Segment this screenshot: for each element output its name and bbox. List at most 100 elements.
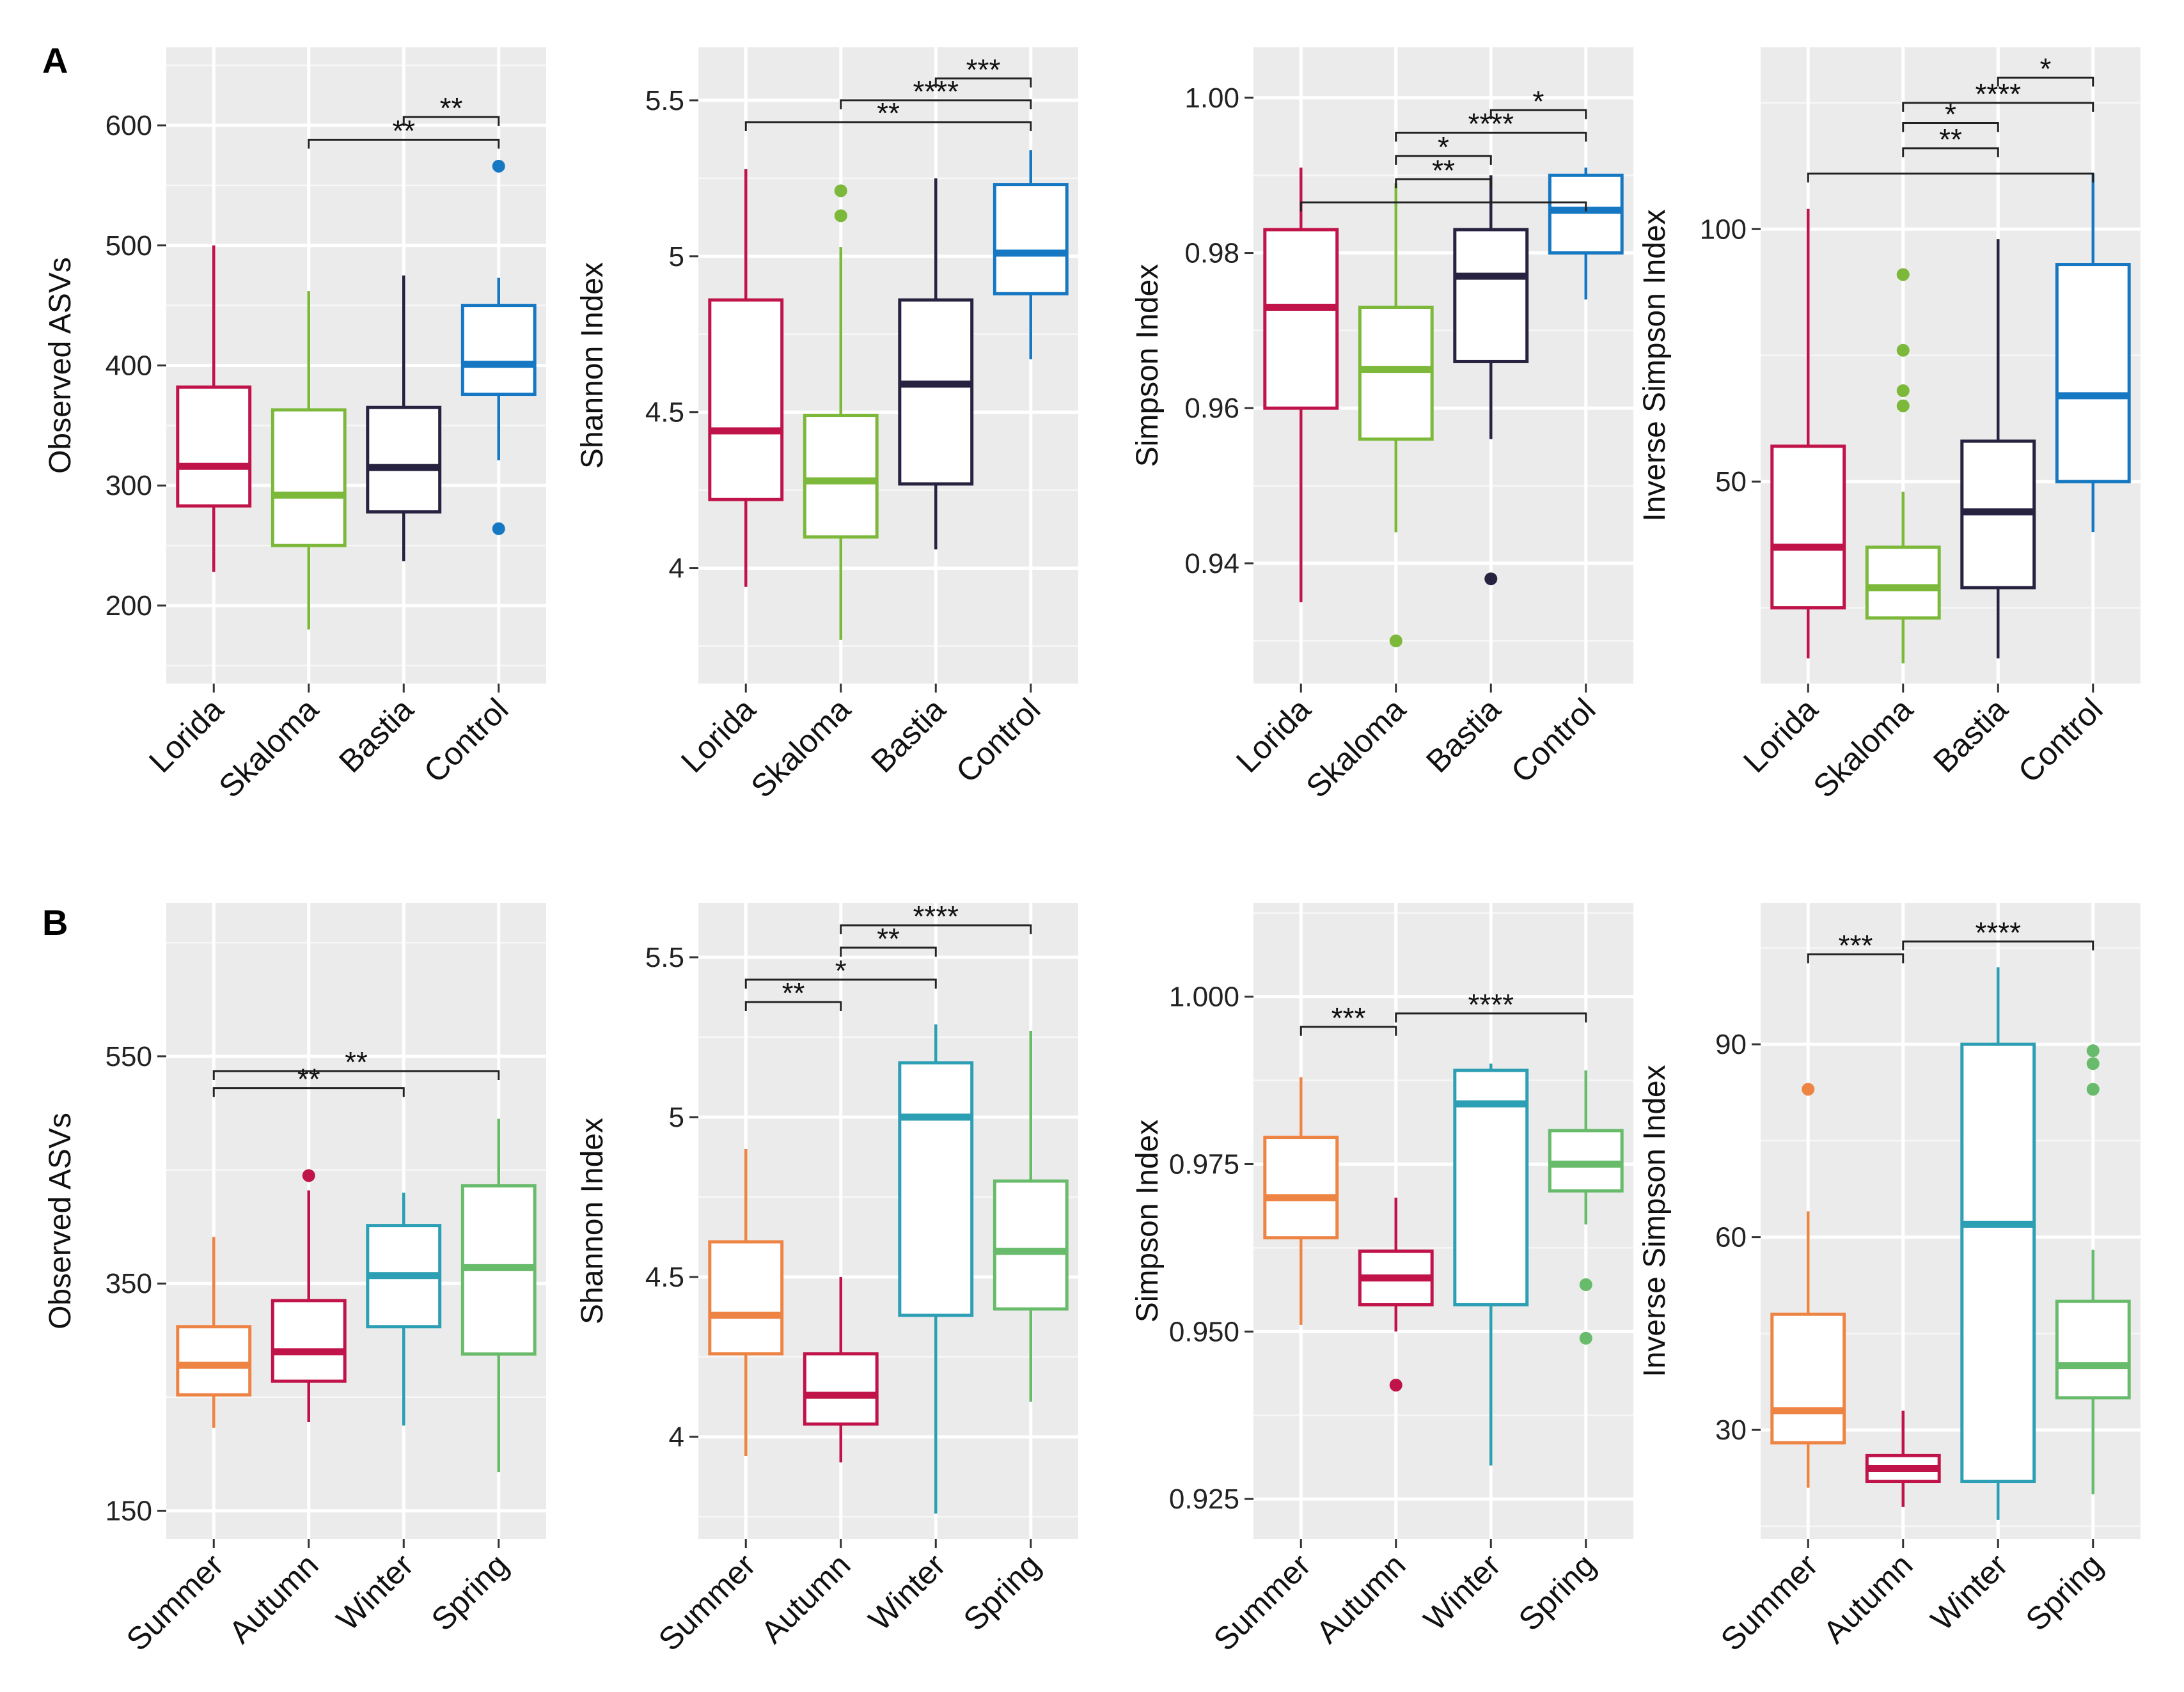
- box-iqr: [176, 385, 252, 508]
- box-autumn: [803, 1277, 879, 1462]
- y-tick-label: 0.98: [1184, 238, 1239, 269]
- outlier-point: [1896, 384, 1910, 397]
- x-tick-label: Bastia: [864, 691, 952, 779]
- x-tick-label: Skaloma: [212, 691, 325, 804]
- y-tick-label: 30: [1715, 1414, 1747, 1446]
- y-tick-label: 200: [106, 590, 152, 622]
- outlier-point: [1389, 1379, 1402, 1392]
- y-tick-label: 4: [669, 1422, 684, 1453]
- y-axis-title: Simpson Index: [1131, 264, 1165, 467]
- box-bastia: [1960, 239, 2036, 659]
- bracket-line: [1395, 1012, 1587, 1022]
- bracket-line: [1902, 121, 1999, 132]
- chart-b-3: 0.925 0.950 0.975 1.000 Simpson Index SummerA…: [1131, 903, 1633, 1657]
- bracket-line: [934, 77, 1032, 88]
- box-summer: [708, 1149, 784, 1456]
- significance-bracket: **: [402, 91, 500, 126]
- significance-bracket: **: [840, 922, 937, 957]
- significance-bracket: *: [1395, 130, 1492, 165]
- box-lorida: [1263, 168, 1339, 602]
- significance-label: ****: [1468, 107, 1514, 140]
- box-control: [2055, 173, 2131, 533]
- significance-bracket: *: [1489, 84, 1587, 120]
- box-iqr: [898, 298, 974, 486]
- box-summer: [176, 1237, 252, 1428]
- box-skaloma: [1865, 268, 1941, 664]
- bracket-line: [840, 946, 937, 957]
- significance-bracket: [1300, 201, 1587, 212]
- y-tick-label: 0.925: [1169, 1484, 1239, 1515]
- significance-label: ***: [1332, 1001, 1366, 1035]
- y-tick-label: 4.5: [645, 1262, 684, 1293]
- box-iqr: [1358, 305, 1434, 441]
- y-tick-label: 5.5: [645, 942, 684, 973]
- y-tick-label: 5: [669, 1102, 684, 1133]
- significance-bracket: ****: [840, 75, 1032, 109]
- box-bastia: [366, 275, 442, 561]
- box-iqr: [2055, 263, 2131, 483]
- y-tick-label: 0.950: [1169, 1316, 1239, 1347]
- x-tick-label: Lorida: [674, 691, 762, 779]
- significance-bracket: ***: [1807, 928, 1905, 964]
- y-axis-title: Observed ASVs: [43, 1113, 77, 1329]
- x-tick-label: Autumn: [1309, 1547, 1412, 1650]
- outlier-point: [302, 1169, 315, 1182]
- box-autumn: [271, 1169, 347, 1422]
- y-tick-label: 400: [106, 350, 152, 382]
- y-tick-label: 100: [1700, 214, 1747, 245]
- box-iqr: [898, 1061, 974, 1317]
- bracket-line: [1300, 1026, 1397, 1036]
- significance-label: *: [1533, 84, 1544, 118]
- x-tick-label: Lorida: [142, 691, 230, 779]
- y-tick-label: 90: [1715, 1029, 1747, 1060]
- box-control: [1548, 168, 1624, 300]
- box-iqr: [1453, 1069, 1529, 1306]
- outlier-point: [2086, 1044, 2100, 1058]
- box-iqr: [1263, 228, 1339, 410]
- significance-label: ****: [913, 900, 959, 933]
- box-iqr: [803, 1352, 879, 1426]
- box-control: [993, 150, 1069, 359]
- x-tick-label: Control: [1504, 691, 1603, 790]
- x-tick-label: Bastia: [332, 691, 420, 779]
- outlier-point: [834, 209, 847, 223]
- y-tick-label: 0.96: [1184, 393, 1239, 424]
- y-tick-label: 550: [106, 1041, 152, 1072]
- significance-label: **: [297, 1063, 320, 1096]
- box-summer: [1263, 1077, 1339, 1325]
- bracket-line: [1395, 131, 1587, 142]
- bracket-line: [402, 116, 500, 126]
- significance-bracket: **: [744, 97, 1032, 132]
- y-tick-label: 600: [106, 110, 152, 141]
- bracket-line: [744, 978, 937, 989]
- box-lorida: [708, 169, 784, 587]
- y-axis-title: Observed ASVs: [43, 257, 77, 474]
- significance-label: **: [392, 114, 415, 148]
- bracket-line: [1807, 172, 2094, 183]
- box-iqr: [1865, 545, 1941, 620]
- box-iqr: [1770, 1312, 1846, 1445]
- box-winter: [1453, 1063, 1529, 1466]
- x-tick-label: Summer: [1207, 1547, 1317, 1657]
- significance-bracket: ****: [1902, 77, 2094, 112]
- bracket-line: [1300, 201, 1587, 212]
- y-axis-title: Simpson Index: [1131, 1120, 1165, 1323]
- significance-label: **: [877, 97, 900, 130]
- outlier-point: [1896, 268, 1910, 281]
- box-autumn: [1358, 1197, 1434, 1392]
- significance-bracket: ****: [1902, 916, 2094, 951]
- outlier-point: [1389, 634, 1402, 648]
- outlier-point: [1579, 1278, 1592, 1291]
- outlier-point: [492, 159, 505, 173]
- y-tick-label: 50: [1715, 466, 1747, 497]
- outlier-point: [2086, 1057, 2100, 1070]
- significance-bracket: *: [1902, 97, 1999, 132]
- y-axis-title: Shannon Index: [576, 262, 609, 469]
- box-iqr: [271, 408, 347, 547]
- y-tick-label: 4.5: [645, 397, 684, 428]
- box-iqr: [708, 1240, 784, 1356]
- x-tick-label: Control: [2011, 691, 2110, 790]
- x-tick-label: Skaloma: [744, 691, 857, 804]
